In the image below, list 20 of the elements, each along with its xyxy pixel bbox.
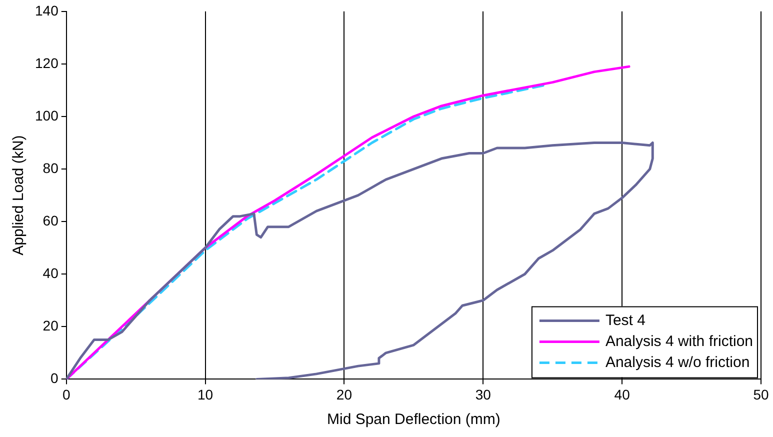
x-axis-title: Mid Span Deflection (mm): [326, 411, 500, 428]
y-axis-title: Applied Load (kN): [10, 135, 28, 256]
x-tick-label: 50: [753, 386, 769, 402]
x-tick-label: 40: [614, 386, 630, 402]
y-tick-label: 100: [35, 107, 59, 124]
legend-label: Analysis 4 with friction: [605, 332, 754, 350]
y-tick-label: 0: [50, 370, 59, 386]
y-tick-label: 140: [35, 2, 59, 18]
x-tick-label: 20: [336, 386, 352, 402]
y-tick-label: 20: [42, 318, 59, 334]
y-tick-label: 60: [42, 212, 59, 228]
legend-label: Analysis 4 w/o friction: [605, 354, 750, 371]
x-tick-label: 30: [475, 386, 492, 402]
y-tick-label: 120: [35, 54, 59, 71]
x-tick-label: 0: [62, 386, 70, 402]
x-tick-label: 10: [198, 386, 214, 402]
line-series: [66, 84, 547, 380]
y-tick-label: 40: [42, 264, 59, 281]
legend-label: Test 4: [605, 312, 646, 329]
y-tick-label: 80: [42, 160, 59, 176]
